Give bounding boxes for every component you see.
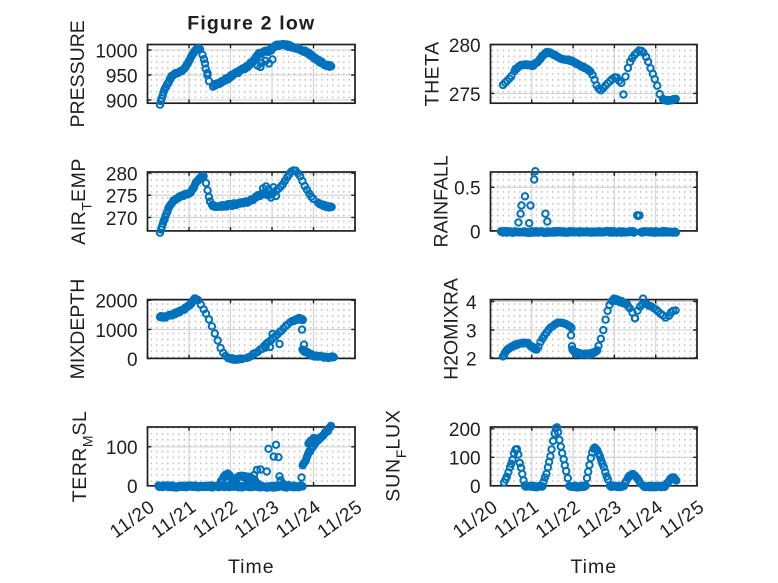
svg-text:TERRMSL: TERRMSL (69, 411, 96, 503)
svg-text:0.5: 0.5 (454, 179, 480, 200)
svg-text:1000: 1000 (95, 321, 137, 342)
svg-text:100: 100 (449, 449, 481, 470)
svg-text:Figure 2 low: Figure 2 low (187, 13, 315, 35)
svg-text:275: 275 (106, 187, 138, 208)
svg-text:THETA: THETA (422, 41, 444, 106)
svg-text:2000: 2000 (95, 292, 137, 313)
svg-text:0: 0 (470, 477, 481, 498)
svg-text:MIXDEPTH: MIXDEPTH (67, 279, 89, 380)
svg-text:275: 275 (449, 85, 481, 106)
svg-text:270: 270 (106, 209, 138, 230)
svg-text:0: 0 (127, 350, 138, 371)
svg-text:280: 280 (449, 36, 481, 57)
svg-text:PRESSURE: PRESSURE (67, 20, 89, 127)
svg-text:Time: Time (228, 556, 275, 578)
svg-text:1000: 1000 (95, 41, 137, 62)
svg-text:0: 0 (127, 477, 138, 498)
svg-text:AIRTEMP: AIRTEMP (68, 158, 95, 245)
svg-text:200: 200 (449, 420, 481, 441)
svg-text:0: 0 (470, 222, 481, 243)
svg-text:950: 950 (106, 66, 138, 87)
svg-text:280: 280 (106, 164, 138, 185)
svg-text:SUNFLUX: SUNFLUX (383, 409, 410, 501)
svg-text:4: 4 (466, 293, 477, 314)
svg-text:2: 2 (466, 349, 477, 370)
svg-text:100: 100 (106, 438, 138, 459)
svg-text:RAINFALL: RAINFALL (430, 155, 452, 247)
svg-text:Time: Time (570, 556, 617, 578)
svg-text:H2OMIXRA: H2OMIXRA (441, 278, 463, 380)
svg-text:3: 3 (466, 321, 477, 342)
svg-text:900: 900 (106, 91, 138, 112)
